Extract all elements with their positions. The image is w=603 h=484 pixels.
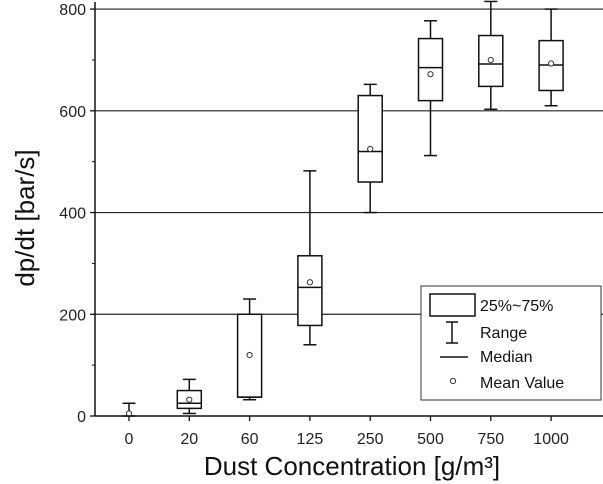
box-0 — [122, 402, 136, 417]
legend-median-label: Median — [480, 349, 532, 366]
legend-box-label: 25%~75% — [480, 298, 553, 315]
x-axis-title: Dust Concentration [g/m³] — [204, 451, 500, 481]
iqr-box — [417, 37, 444, 102]
y-tick-label: 200 — [59, 307, 86, 324]
iqr-box — [297, 255, 323, 327]
iqr-box — [357, 94, 383, 183]
x-tick-label: 250 — [357, 431, 384, 448]
legend-mean-label: Mean Value — [480, 375, 564, 392]
box-250 — [357, 83, 383, 214]
box-60 — [236, 298, 263, 401]
x-tick-label: 60 — [241, 431, 259, 448]
gridlines — [95, 8, 603, 315]
mean-marker — [427, 71, 434, 78]
box-500 — [417, 20, 444, 157]
y-axis-title: dp/dt [bar/s] — [10, 149, 40, 286]
box-1000 — [538, 8, 564, 107]
legend-range-label: Range — [480, 325, 527, 342]
legend-range-swatch — [446, 321, 458, 344]
y-tick-label: 400 — [59, 206, 86, 223]
legend-mean-swatch — [449, 377, 457, 385]
legend-box-swatch — [429, 293, 476, 317]
x-tick-label: 125 — [297, 431, 324, 448]
x-tick-label: 20 — [180, 431, 198, 448]
mean-marker — [246, 351, 253, 359]
box-750 — [478, 0, 504, 111]
y-tick-label: 800 — [59, 2, 86, 19]
mean-marker — [306, 279, 313, 286]
y-tick-label: 0 — [77, 409, 86, 426]
y-axis-ticks: 0 200 400 600 800 — [59, 2, 95, 426]
x-tick-label: 1000 — [533, 431, 569, 448]
x-axis-ticks: 0 20 60 125 250 500 750 1000 — [125, 416, 569, 448]
mean-marker — [186, 396, 193, 403]
x-tick-label: 750 — [477, 431, 504, 448]
box-20 — [176, 378, 203, 415]
legend: 25%~75% Range Median Mean Value — [420, 285, 602, 401]
mean-marker — [487, 56, 494, 64]
y-tick-label: 600 — [59, 104, 86, 121]
axes — [94, 2, 603, 417]
mean-marker — [367, 145, 374, 153]
x-tick-label: 500 — [417, 431, 444, 448]
box-125 — [297, 170, 323, 346]
mean-marker — [548, 60, 555, 67]
box-series — [122, 0, 564, 417]
x-tick-label: 0 — [125, 431, 134, 448]
